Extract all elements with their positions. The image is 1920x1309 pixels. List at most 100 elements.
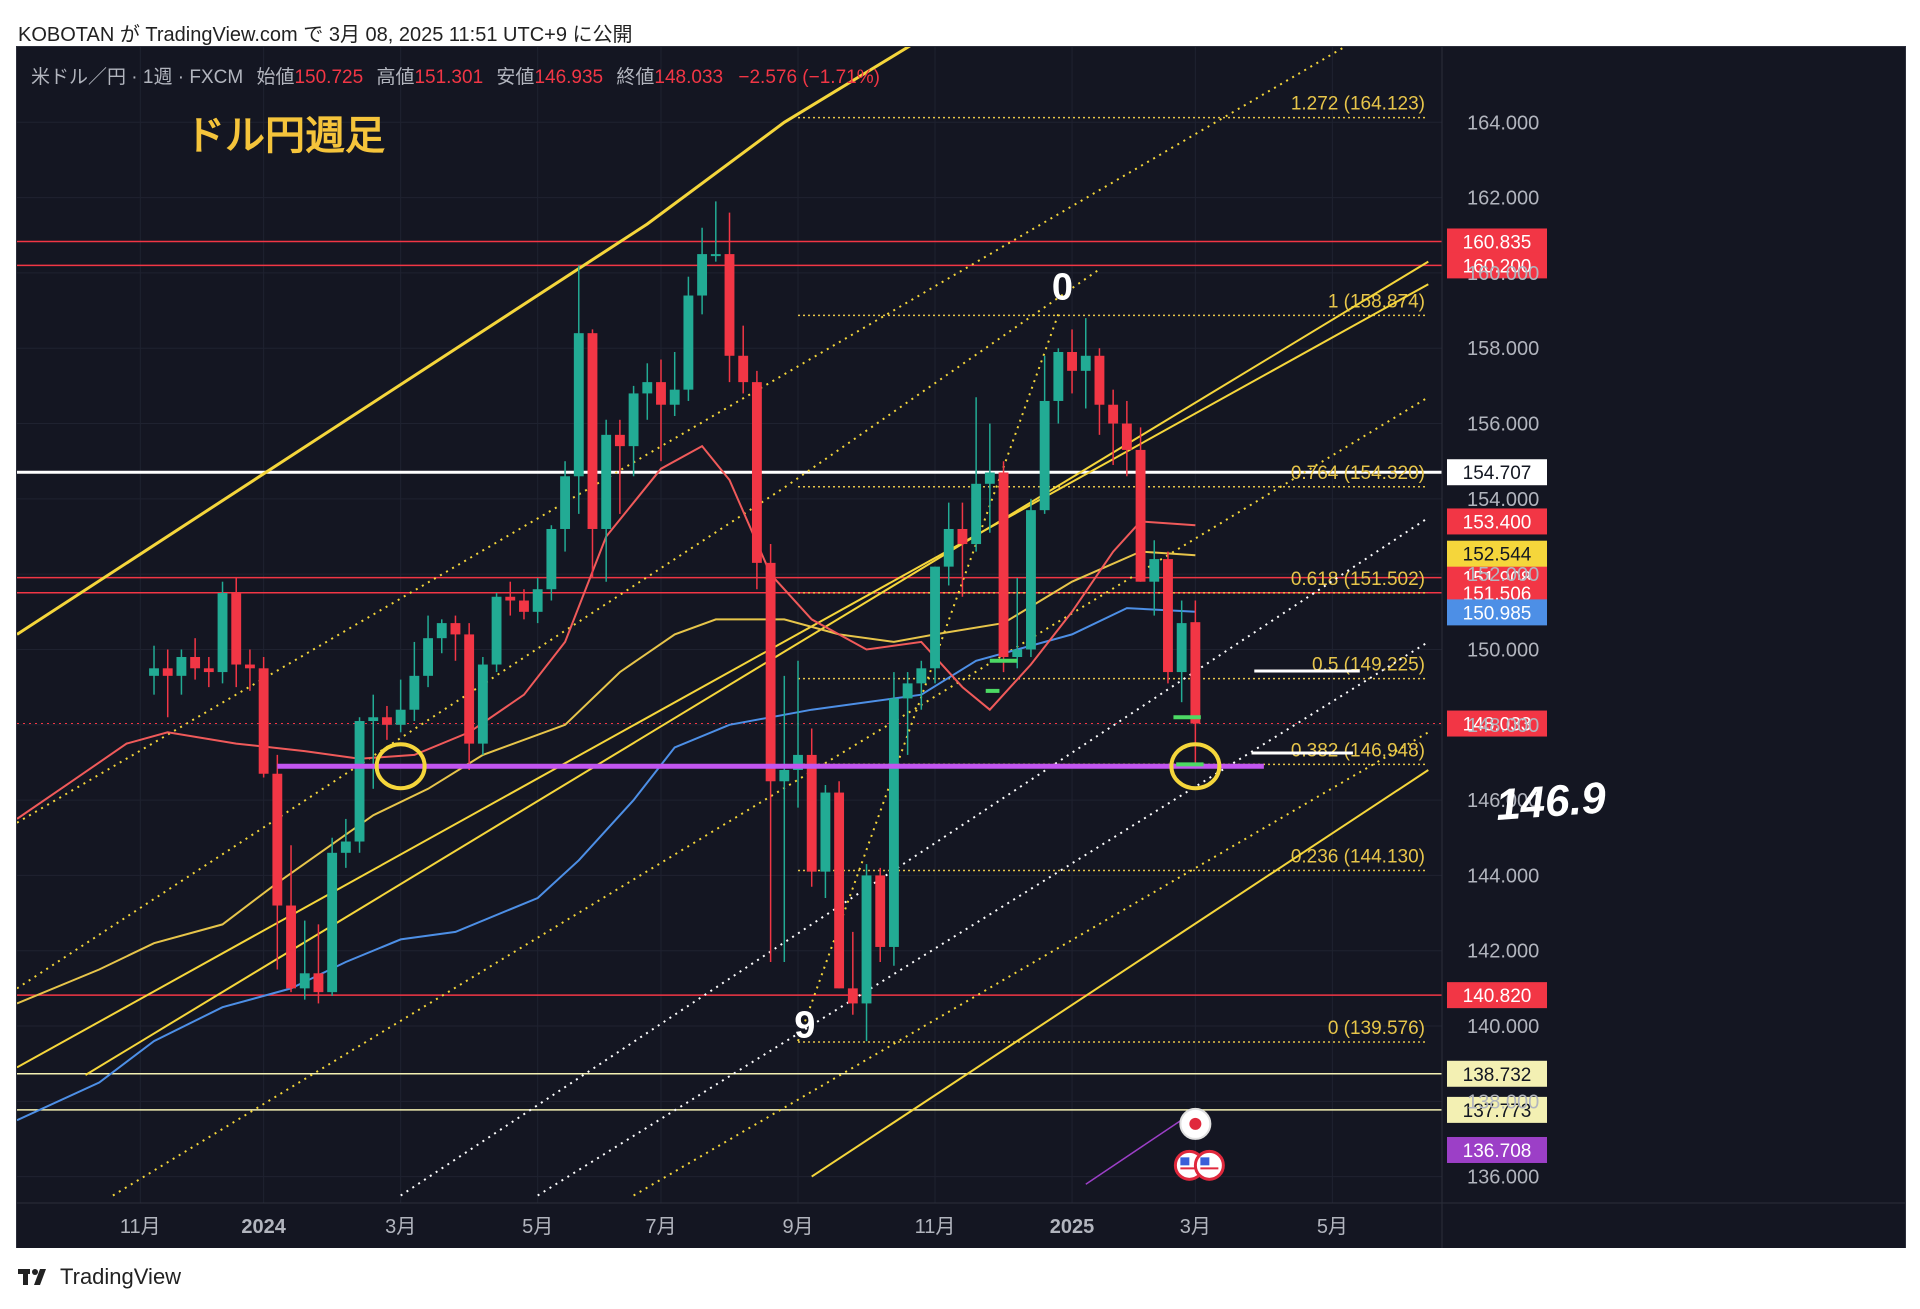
candle-body — [930, 566, 940, 669]
candle-body — [793, 754, 803, 770]
y-tick-label: 148.000 — [1467, 715, 1539, 737]
candle — [779, 675, 790, 963]
candle — [162, 649, 173, 718]
candle-body — [628, 393, 639, 447]
candle — [861, 864, 872, 1042]
annotations: 09 — [277, 266, 1360, 1185]
dotted-channel-line — [16, 0, 1427, 824]
candle — [1067, 329, 1077, 394]
candle — [738, 325, 749, 394]
candle — [930, 566, 940, 684]
price-chart[interactable]: 160.835160.200154.707151.908151.506140.8… — [16, 0, 1905, 1249]
axes: 164.000 162.000 160.000 158.000 156.000 154.0… — [17, 47, 1905, 1249]
candle — [751, 370, 762, 590]
tradingview-logo[interactable]: TradingView — [18, 1261, 181, 1293]
y-tick-label: 144.000 — [1467, 865, 1539, 887]
candle-body — [532, 589, 543, 612]
candle-body — [902, 683, 913, 699]
candle — [1053, 348, 1064, 424]
fib-label: 0.5 (149.225) — [1312, 655, 1425, 676]
channel-line — [84, 260, 1429, 1076]
candle-body — [738, 355, 749, 383]
candle — [916, 660, 927, 710]
candle-body — [957, 528, 968, 545]
price-label: 136.708 — [1463, 1141, 1532, 1162]
dotted-channel-line — [400, 516, 1429, 1197]
legend-change: −2.576 (−1.71%) — [738, 67, 880, 88]
price-tag — [1447, 508, 1547, 535]
level-tag — [1447, 228, 1547, 255]
level-label: 160.200 — [1463, 256, 1532, 277]
candle-body — [1108, 404, 1119, 424]
candle — [1012, 577, 1023, 669]
candle — [669, 352, 680, 417]
candle — [656, 359, 666, 462]
candle-body — [1094, 355, 1105, 405]
legend-open: 150.725 — [294, 67, 363, 88]
candle-body — [779, 769, 790, 782]
candles — [149, 201, 1201, 1042]
candle — [1135, 427, 1146, 582]
price-label: 148.033 — [1463, 715, 1532, 736]
candle-body — [573, 333, 584, 477]
candle-body — [1121, 423, 1132, 450]
candle — [245, 649, 255, 691]
candle — [409, 641, 420, 722]
candle-body — [888, 698, 899, 947]
candle-body — [656, 382, 666, 405]
legend-symbol: 米ドル／円 · 1週 · FXCM — [31, 66, 243, 88]
candle-body — [313, 973, 324, 993]
x-tick-label: 5月 — [522, 1216, 553, 1238]
candle-body — [697, 254, 708, 296]
highlight-circle — [1169, 742, 1222, 791]
candle — [1149, 540, 1160, 616]
candle — [697, 227, 708, 315]
candle-body — [272, 773, 283, 906]
candle-body — [1176, 623, 1187, 673]
x-tick-label: 7月 — [645, 1216, 676, 1238]
candle-body — [1163, 559, 1173, 673]
candle-body — [1135, 449, 1146, 582]
level-tag — [1447, 1060, 1547, 1087]
price-label: 150.985 — [1463, 603, 1532, 624]
candle — [368, 694, 379, 789]
candle — [998, 461, 1009, 673]
candle-body — [724, 254, 735, 356]
candle-body — [601, 434, 612, 529]
candle — [546, 525, 557, 601]
y-tick-label: 150.000 — [1467, 639, 1539, 661]
candle — [217, 581, 228, 684]
x-tick-label: 11月 — [120, 1216, 161, 1238]
level-label: 160.835 — [1463, 232, 1532, 253]
candle-body — [834, 792, 845, 989]
candle — [724, 212, 735, 383]
fib-label: 1.272 (164.123) — [1291, 94, 1425, 115]
candle-body — [203, 668, 214, 673]
candle-body — [998, 472, 1009, 658]
candle-body — [231, 592, 242, 665]
candle — [943, 502, 954, 586]
horizontal-levels: 160.835160.200154.707151.908151.506140.8… — [17, 228, 1547, 1163]
candle-body — [382, 717, 392, 725]
candle-body — [149, 668, 159, 676]
price-label: 153.400 — [1463, 512, 1532, 533]
candle-body — [861, 875, 872, 1004]
candle — [436, 619, 447, 654]
channel-line — [811, 769, 1429, 1178]
candle — [505, 581, 516, 616]
candle-body — [1039, 400, 1050, 511]
candle — [286, 845, 296, 993]
candle — [875, 867, 886, 963]
candle — [710, 201, 721, 262]
candle-body — [820, 792, 831, 872]
x-tick-label: 5月 — [1317, 1216, 1348, 1238]
legend-low: 146.935 — [534, 67, 603, 88]
candle — [1080, 318, 1091, 409]
candle-body — [1053, 352, 1064, 401]
ma-red-line — [16, 444, 1196, 820]
candle-body — [1080, 355, 1091, 371]
candle — [382, 705, 392, 740]
candle-body — [642, 382, 653, 394]
jp-event-icon — [1179, 1107, 1212, 1140]
candle — [834, 781, 845, 989]
